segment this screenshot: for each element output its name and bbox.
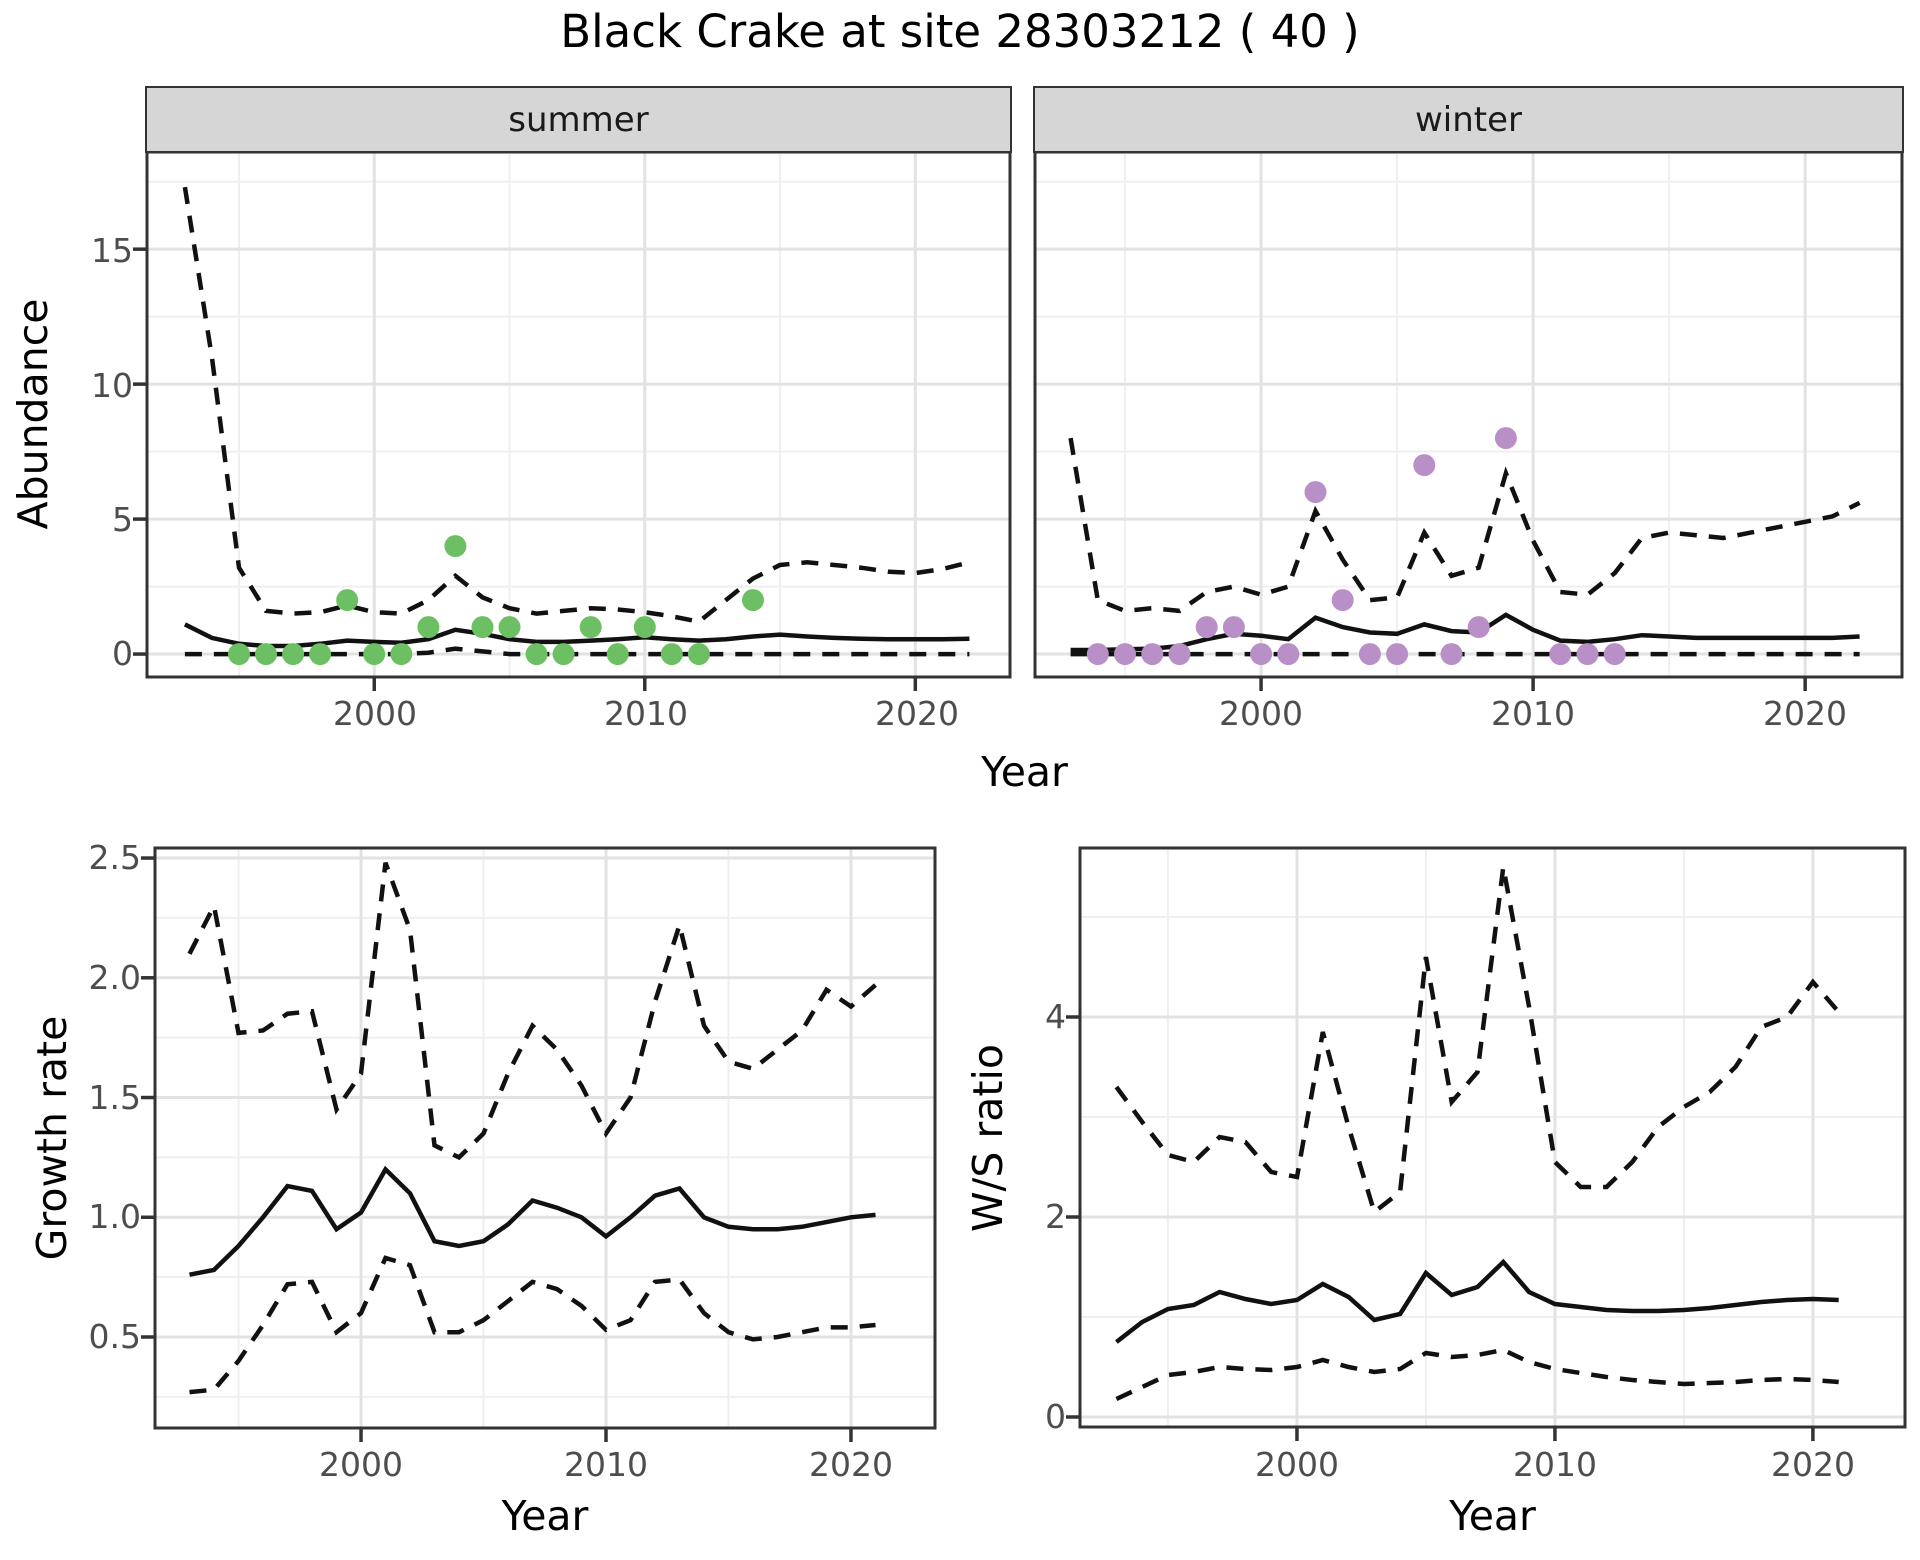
abundance-winter-observation-point (1331, 589, 1354, 612)
abundance-summer-observation-point (687, 643, 710, 666)
abundance-winter-observation-point (1576, 643, 1599, 666)
abundance-summer-observation-point (363, 643, 386, 666)
abundance-summer-observation-point (742, 589, 764, 612)
ytick-growth-15: 1.5 (88, 1078, 141, 1117)
abundance-summer-observation-point (390, 643, 413, 666)
ytick-abundance-5: 5 (112, 500, 133, 539)
facet-strip-summer: summer (145, 86, 1012, 153)
ytick-abundance-10: 10 (91, 366, 133, 405)
abundance-winter-observation-point (1141, 643, 1164, 666)
abundance-winter-observation-point (1358, 643, 1381, 666)
xtick-winter-2000: 2000 (1219, 694, 1303, 733)
page-title: Black Crake at site 28303212 ( 40 ) (560, 5, 1360, 58)
abundance-winter-observation-point (1168, 643, 1191, 666)
xtick-summer-2010: 2010 (604, 694, 688, 733)
ytick-abundance-0: 0 (112, 634, 133, 673)
ytick-ws-2: 2 (1045, 1197, 1066, 1236)
growth-rate-lower_ci-line (189, 1255, 876, 1395)
abundance-summer-observation-point (633, 616, 656, 639)
panel-abundance-winter (1033, 150, 1904, 691)
panel-border-ws-ratio (1078, 846, 1907, 1429)
ytick-growth-05: 0.5 (88, 1317, 141, 1356)
xtick-ws-2000: 2000 (1255, 1445, 1339, 1484)
facet-strip-winter-label: winter (1414, 99, 1523, 140)
xtick-growth-2020: 2020 (809, 1445, 893, 1484)
ytick-growth-20: 2.0 (88, 958, 141, 997)
abundance-winter-observation-point (1277, 643, 1300, 666)
ytick-ws-0: 0 (1045, 1397, 1066, 1436)
abundance-winter-observation-point (1603, 643, 1626, 666)
panel-ws-ratio (1066, 846, 1907, 1441)
abundance-summer-observation-point (606, 643, 629, 666)
abundance-winter-observation-point (1413, 454, 1436, 477)
abundance-summer-observation-point (552, 643, 575, 666)
ytick-abundance-15: 15 (91, 231, 133, 270)
abundance-summer-observation-point (255, 643, 277, 666)
ytick-growth-25: 2.5 (88, 838, 141, 877)
abundance-summer-observation-point (498, 616, 521, 639)
abundance-winter-observation-point (1086, 643, 1109, 666)
abundance-winter-observation-point (1304, 481, 1327, 504)
facet-strip-summer-label: summer (508, 99, 649, 140)
facet-strip-winter: winter (1033, 86, 1904, 153)
abundance-summer-upper_ci-line (182, 186, 970, 625)
xtick-growth-2010: 2010 (564, 1445, 648, 1484)
xtick-summer-2020: 2020 (875, 694, 959, 733)
abundance-summer-observation-point (471, 616, 494, 639)
xtick-ws-2020: 2020 (1771, 1445, 1855, 1484)
xaxis-title-growth: Year (501, 1492, 589, 1540)
abundance-summer-median-line (183, 622, 970, 649)
abundance-summer-observation-point (336, 589, 359, 612)
panel-border-abundance-winter (1033, 150, 1904, 679)
growth-rate-median-line (189, 1165, 876, 1277)
abundance-winter-observation-point (1114, 643, 1136, 666)
ws-ratio-upper_ci-line (1114, 866, 1841, 1216)
ytick-ws-4: 4 (1045, 997, 1066, 1036)
abundance-summer-observation-point (417, 616, 440, 639)
abundance-winter-observation-point (1222, 616, 1245, 639)
xaxis-title-top: Year (981, 748, 1068, 796)
xtick-growth-2000: 2000 (319, 1445, 403, 1484)
yaxis-title-abundance: Abundance (9, 298, 57, 530)
growth-rate-upper_ci-line (187, 862, 877, 1161)
abundance-summer-observation-point (579, 616, 602, 639)
abundance-winter-median-line (1070, 612, 1860, 653)
panel-border-growth-rate (153, 846, 937, 1430)
abundance-summer-observation-point (228, 643, 250, 666)
series-group-ws-ratio (1114, 866, 1841, 1402)
yaxis-title-ws-ratio: W/S ratio (964, 1044, 1012, 1232)
abundance-winter-observation-point (1440, 643, 1463, 666)
series-group-abundance-summer (182, 186, 970, 666)
panel-border-abundance-summer (145, 150, 1012, 679)
ytick-growth-10: 1.0 (88, 1197, 141, 1236)
abundance-summer-observation-point (282, 643, 305, 666)
ws-ratio-median-line (1115, 1258, 1839, 1344)
ws-ratio-lower_ci-line (1115, 1347, 1839, 1402)
abundance-winter-observation-point (1195, 616, 1218, 639)
xtick-summer-2000: 2000 (333, 694, 417, 733)
panel-growth-rate (141, 846, 937, 1442)
abundance-summer-observation-point (444, 535, 467, 558)
abundance-summer-observation-point (309, 643, 332, 666)
abundance-winter-upper_ci-line (1068, 437, 1861, 614)
series-group-abundance-winter (1068, 427, 1861, 666)
abundance-summer-observation-point (525, 643, 548, 666)
xtick-winter-2020: 2020 (1763, 694, 1847, 733)
yaxis-title-growth-rate: Growth rate (28, 1015, 76, 1261)
panel-abundance-summer (133, 150, 1012, 691)
xtick-ws-2010: 2010 (1513, 1445, 1597, 1484)
abundance-winter-observation-point (1549, 643, 1572, 666)
series-group-growth-rate (187, 862, 877, 1395)
xaxis-title-ws: Year (1449, 1492, 1536, 1540)
abundance-winter-observation-point (1386, 643, 1409, 666)
abundance-summer-observation-point (660, 643, 683, 666)
abundance-winter-observation-point (1494, 427, 1517, 450)
abundance-winter-observation-point (1467, 616, 1490, 639)
xtick-winter-2010: 2010 (1491, 694, 1575, 733)
abundance-winter-observation-point (1250, 643, 1273, 666)
